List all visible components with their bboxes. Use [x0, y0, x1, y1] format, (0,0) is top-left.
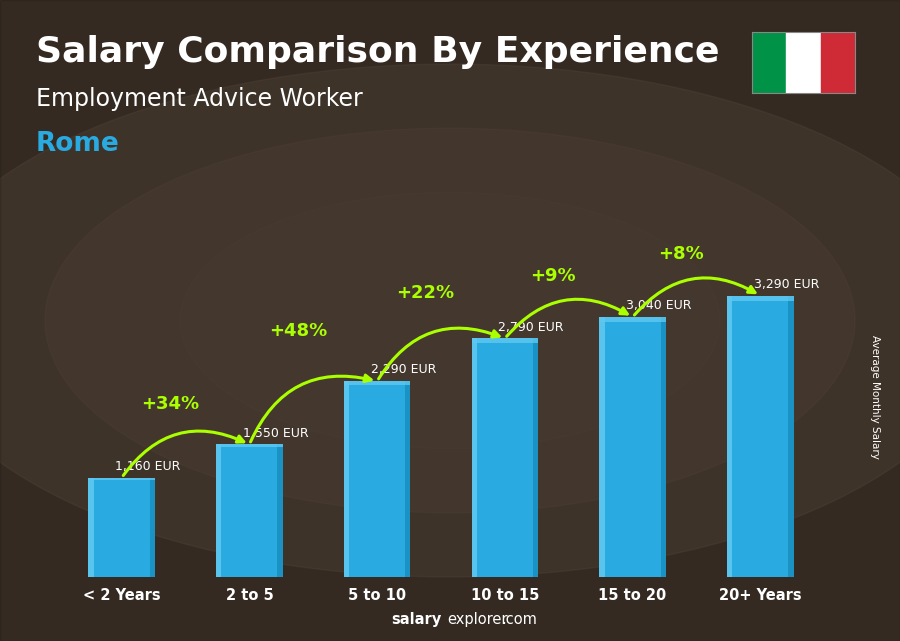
- Bar: [472, 338, 477, 577]
- Bar: [88, 478, 155, 479]
- Bar: [727, 296, 733, 577]
- Ellipse shape: [45, 128, 855, 513]
- Bar: [344, 381, 410, 385]
- Bar: [344, 381, 410, 577]
- Text: 1,160 EUR: 1,160 EUR: [115, 460, 181, 473]
- Bar: [472, 338, 538, 343]
- Text: salary: salary: [392, 612, 442, 627]
- Bar: [533, 338, 538, 577]
- Text: +48%: +48%: [269, 322, 327, 340]
- Ellipse shape: [180, 192, 720, 449]
- Bar: [344, 381, 349, 577]
- Text: Rome: Rome: [36, 131, 120, 158]
- Text: .com: .com: [501, 612, 537, 627]
- Bar: [88, 478, 155, 577]
- Bar: [727, 296, 794, 577]
- Text: Salary Comparison By Experience: Salary Comparison By Experience: [36, 35, 719, 69]
- Bar: [599, 317, 666, 322]
- Ellipse shape: [0, 64, 900, 577]
- Text: 2,790 EUR: 2,790 EUR: [499, 320, 564, 334]
- Bar: [405, 381, 410, 577]
- Text: 2,290 EUR: 2,290 EUR: [371, 363, 436, 376]
- Text: 3,290 EUR: 3,290 EUR: [754, 278, 819, 291]
- Text: Employment Advice Worker: Employment Advice Worker: [36, 87, 363, 110]
- Text: Average Monthly Salary: Average Monthly Salary: [869, 335, 880, 460]
- Text: explorer: explorer: [447, 612, 508, 627]
- Bar: [216, 444, 283, 577]
- Bar: [599, 317, 605, 577]
- Bar: [727, 296, 794, 301]
- Bar: [599, 317, 666, 577]
- Text: +22%: +22%: [397, 284, 454, 302]
- Text: 1,550 EUR: 1,550 EUR: [243, 427, 309, 440]
- Text: +8%: +8%: [658, 245, 704, 263]
- Bar: [88, 478, 94, 577]
- Bar: [216, 444, 283, 447]
- Text: +9%: +9%: [531, 267, 576, 285]
- Bar: [149, 478, 155, 577]
- Bar: [786, 32, 821, 93]
- Text: 3,040 EUR: 3,040 EUR: [626, 299, 692, 312]
- Bar: [752, 32, 786, 93]
- Bar: [216, 444, 221, 577]
- Bar: [472, 338, 538, 577]
- Bar: [821, 32, 855, 93]
- Text: +34%: +34%: [141, 395, 199, 413]
- Bar: [788, 296, 794, 577]
- Bar: [277, 444, 283, 577]
- Bar: [661, 317, 666, 577]
